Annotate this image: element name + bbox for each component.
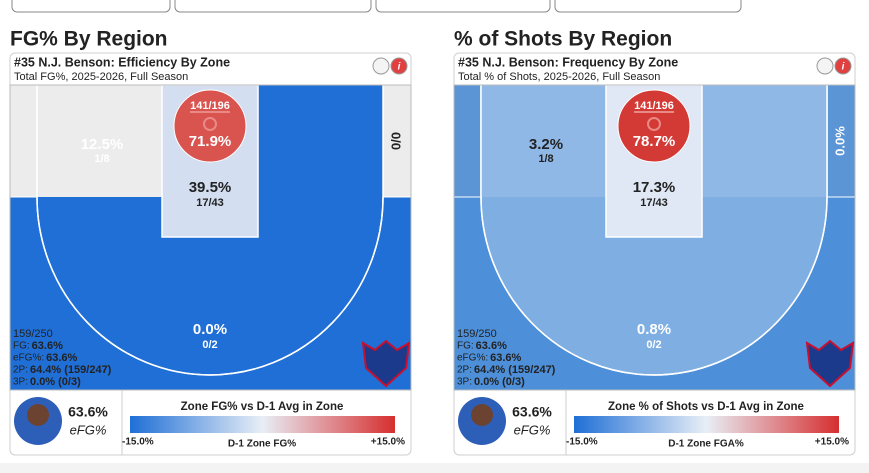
info-icon: i xyxy=(398,62,401,73)
player-face xyxy=(471,404,493,426)
rim xyxy=(203,117,217,131)
stat-value: 63.6% xyxy=(490,352,521,364)
zone-value: 12.5% xyxy=(81,136,124,153)
panel-title: #35 N.J. Benson: Efficiency By Zone xyxy=(14,55,230,69)
zone-value: 78.7% xyxy=(633,133,676,150)
court-border xyxy=(453,84,856,391)
tab[interactable] xyxy=(375,0,551,13)
legend-min: -15.0% xyxy=(122,437,154,448)
legend-title: Zone % of Shots vs D-1 Avg in Zone xyxy=(608,401,804,413)
team-logo xyxy=(361,339,411,388)
zone-count: 1/8 xyxy=(94,153,109,165)
stat-value: 64.4% (159/247) xyxy=(474,364,556,376)
player-value: 63.6% xyxy=(68,404,108,420)
zone-value: 0/0 xyxy=(388,132,403,150)
zone-count: 0/2 xyxy=(202,339,217,351)
footer-strip xyxy=(0,463,869,473)
zone-value: 0.8% xyxy=(637,321,671,338)
mid-left xyxy=(481,85,606,197)
mid-left xyxy=(37,85,162,197)
mid-right xyxy=(258,85,383,197)
panel-subtitle: Total % of Shots, 2025-2026, Full Season xyxy=(458,71,660,83)
tab[interactable] xyxy=(554,0,742,13)
legend-gradient xyxy=(574,416,839,433)
player-value: 63.6% xyxy=(512,404,552,420)
stat-count: 159/250 xyxy=(13,328,53,340)
court xyxy=(454,85,855,390)
zone-value: 0.0% xyxy=(193,321,227,338)
zone-count: 141/196 xyxy=(190,100,230,112)
stat-value: 63.6% xyxy=(32,340,63,352)
legend-min: -15.0% xyxy=(566,437,598,448)
stat-value: 63.6% xyxy=(46,352,77,364)
three-line xyxy=(480,85,828,376)
legend-max: +15.0% xyxy=(815,437,849,448)
tab[interactable] xyxy=(174,0,372,13)
stat-value: 0.0% (0/3) xyxy=(474,376,525,388)
stat-label: 3P: xyxy=(13,377,28,388)
player-label: eFG% xyxy=(514,422,551,437)
toggle[interactable] xyxy=(372,57,390,75)
rim xyxy=(647,117,661,131)
legend-gradient xyxy=(130,416,395,433)
stat-value: 64.4% (159/247) xyxy=(30,364,112,376)
corner-left xyxy=(10,85,38,198)
zone-count: 141/196 xyxy=(634,100,674,112)
info-button[interactable] xyxy=(834,57,852,75)
corner-right xyxy=(382,85,411,198)
stat-count: 159/250 xyxy=(457,328,497,340)
zone-count: 17/43 xyxy=(640,197,668,209)
zone-count: 17/43 xyxy=(196,197,224,209)
player-face xyxy=(27,404,49,426)
team-logo xyxy=(805,339,855,388)
court xyxy=(10,85,411,390)
section-heading: % of Shots By Region xyxy=(454,28,672,51)
rim-zone xyxy=(617,89,691,163)
stat-label: eFG%: xyxy=(457,353,488,364)
legend-axis-label: D-1 Zone FGA% xyxy=(668,439,744,450)
stat-label: 2P: xyxy=(13,365,28,376)
tab[interactable] xyxy=(11,0,171,13)
stat-value: 0.0% (0/3) xyxy=(30,376,81,388)
mid-right xyxy=(702,85,827,197)
corner-left xyxy=(454,85,482,198)
stat-label: eFG%: xyxy=(13,353,44,364)
stat-value: 63.6% xyxy=(476,340,507,352)
zone-value: 0.0% xyxy=(832,126,847,156)
zone-count: 0/2 xyxy=(646,339,661,351)
panel-subtitle: Total FG%, 2025-2026, Full Season xyxy=(14,71,188,83)
zone-value: 3.2% xyxy=(529,136,563,153)
stat-label: FG: xyxy=(457,341,474,352)
zone-value: 71.9% xyxy=(189,133,232,150)
info-icon: i xyxy=(842,62,845,73)
section-heading: FG% By Region xyxy=(10,28,168,51)
info-button[interactable] xyxy=(390,57,408,75)
three-line xyxy=(36,85,384,376)
panel-title: #35 N.J. Benson: Frequency By Zone xyxy=(458,55,678,69)
rim-zone xyxy=(173,89,247,163)
stat-label: 3P: xyxy=(457,377,472,388)
court-border xyxy=(9,84,412,391)
legend-axis-label: D-1 Zone FG% xyxy=(228,439,296,450)
zone-count: 1/8 xyxy=(538,153,553,165)
stat-label: FG: xyxy=(13,341,30,352)
stat-label: 2P: xyxy=(457,365,472,376)
legend-max: +15.0% xyxy=(371,437,405,448)
player-label: eFG% xyxy=(70,422,107,437)
legend-title: Zone FG% vs D-1 Avg in Zone xyxy=(181,401,344,413)
zone-value: 17.3% xyxy=(633,179,676,196)
toggle[interactable] xyxy=(816,57,834,75)
corner-right xyxy=(826,85,855,198)
zone-value: 39.5% xyxy=(189,179,232,196)
